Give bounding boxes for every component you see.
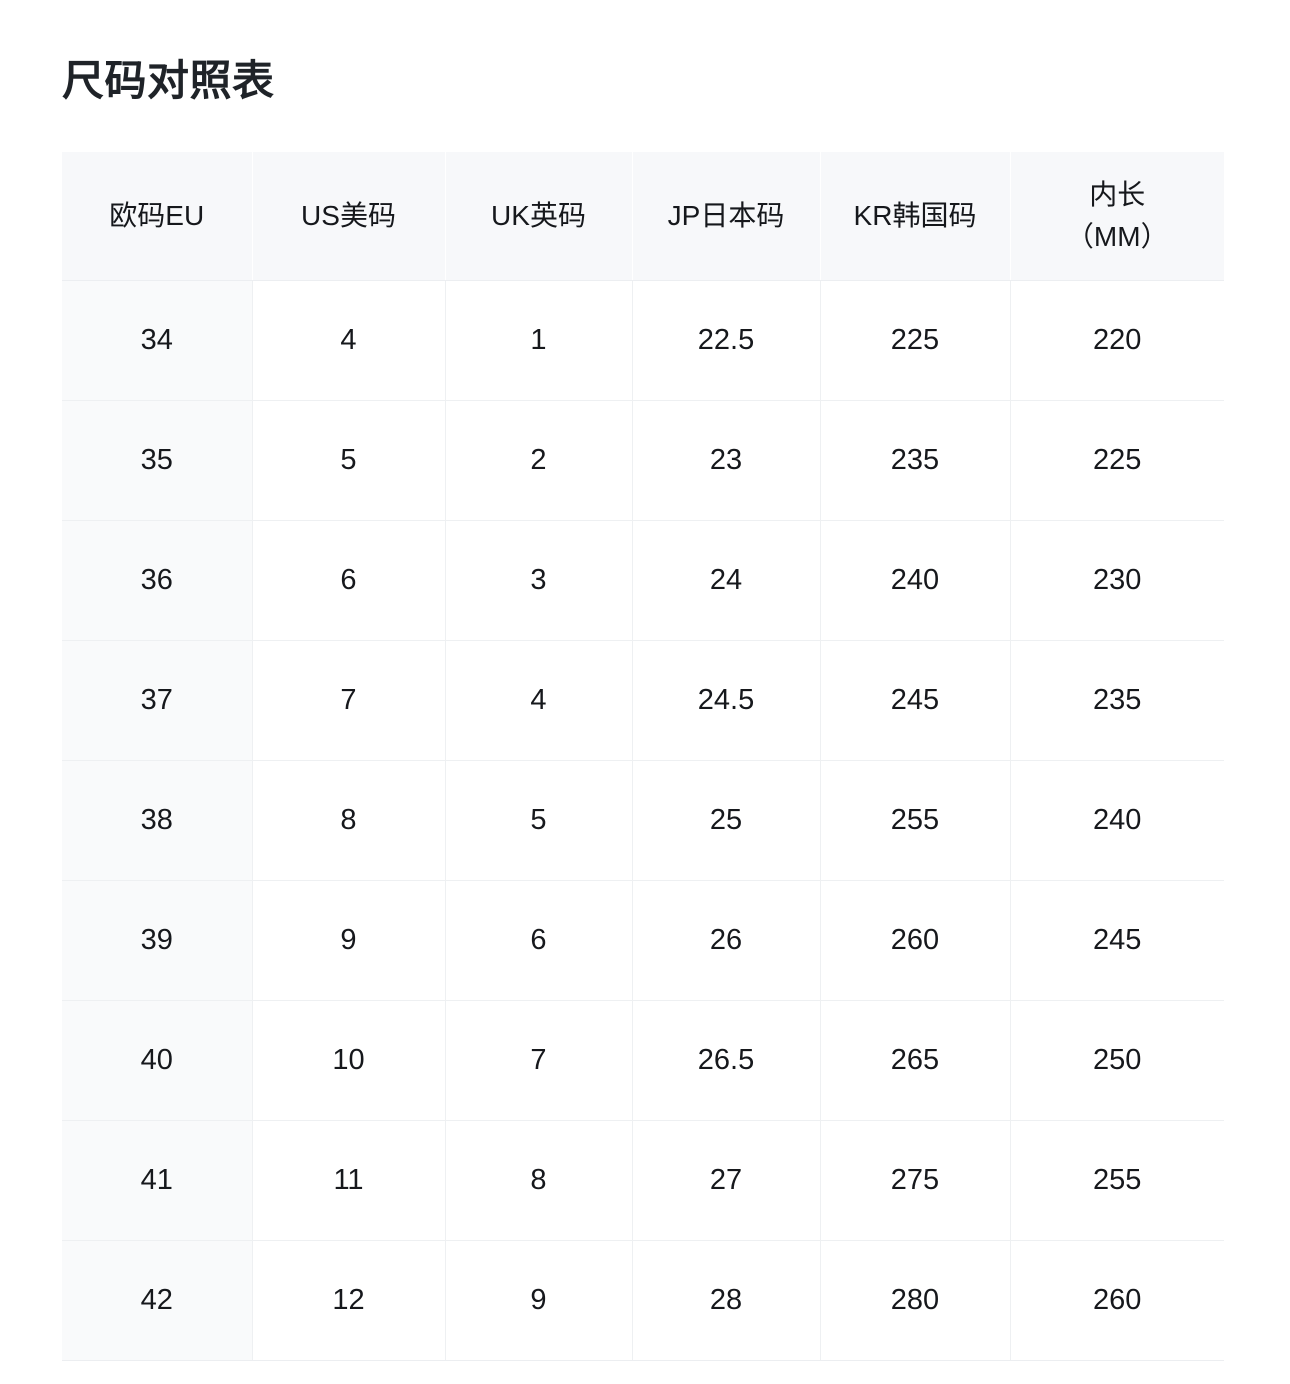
column-header-jp: JP日本码 [632,152,821,281]
cell-kr: 235 [820,400,1011,521]
cell-us: 11 [252,1120,446,1241]
cell-eu: 41 [62,1120,253,1241]
cell-kr: 280 [820,1240,1011,1361]
table-body: 34 4 1 22.5 225 220 35 5 2 23 235 225 36 [62,280,1224,1361]
cell-uk: 7 [445,1000,633,1121]
cell-kr: 265 [820,1000,1011,1121]
cell-us: 6 [252,520,446,641]
cell-eu: 35 [62,400,253,521]
cell-eu: 40 [62,1000,253,1121]
cell-uk: 9 [445,1240,633,1361]
column-header-eu-label: 欧码EU [109,199,205,231]
cell-eu: 39 [62,880,253,1001]
table-row: 36 6 3 24 240 230 [62,520,1224,641]
column-header-kr-label: KR韩国码 [853,199,977,231]
cell-insole: 225 [1010,400,1224,521]
table-row: 40 10 7 26.5 265 250 [62,1000,1224,1121]
cell-jp: 26 [632,880,821,1001]
cell-us: 12 [252,1240,446,1361]
table-row: 37 7 4 24.5 245 235 [62,640,1224,761]
cell-insole: 260 [1010,1240,1224,1361]
column-header-insole-line1: 内长 [1089,178,1146,210]
table-row: 38 8 5 25 255 240 [62,760,1224,881]
cell-uk: 5 [445,760,633,881]
page-title: 尺码对照表 [62,57,275,104]
cell-uk: 2 [445,400,633,521]
column-header-insole-stack: 内长 （MM） [1015,174,1221,258]
table-row: 41 11 8 27 275 255 [62,1120,1224,1241]
cell-us: 9 [252,880,446,1001]
cell-jp: 25 [632,760,821,881]
cell-jp: 24.5 [632,640,821,761]
table-row: 42 12 9 28 280 260 [62,1240,1224,1361]
cell-us: 7 [252,640,446,761]
cell-eu: 36 [62,520,253,641]
column-header-uk: UK英码 [445,152,633,281]
cell-us: 10 [252,1000,446,1121]
table-row: 34 4 1 22.5 225 220 [62,280,1224,401]
table-header: 欧码EU US美码 UK英码 JP日本码 KR韩国码 [62,152,1224,281]
cell-uk: 6 [445,880,633,1001]
table-row: 39 9 6 26 260 245 [62,880,1224,1001]
table-header-row: 欧码EU US美码 UK英码 JP日本码 KR韩国码 [62,152,1224,281]
cell-kr: 255 [820,760,1011,881]
cell-insole: 220 [1010,280,1224,401]
cell-kr: 275 [820,1120,1011,1241]
cell-uk: 1 [445,280,633,401]
cell-jp: 28 [632,1240,821,1361]
cell-insole: 255 [1010,1120,1224,1241]
cell-uk: 4 [445,640,633,761]
cell-jp: 27 [632,1120,821,1241]
cell-uk: 3 [445,520,633,641]
cell-kr: 260 [820,880,1011,1001]
cell-insole: 240 [1010,760,1224,881]
cell-us: 5 [252,400,446,521]
cell-us: 4 [252,280,446,401]
cell-jp: 23 [632,400,821,521]
cell-jp: 26.5 [632,1000,821,1121]
cell-insole: 245 [1010,880,1224,1001]
column-header-insole-line2: （MM） [1065,220,1169,252]
size-chart-table-container: 欧码EU US美码 UK英码 JP日本码 KR韩国码 [62,152,1224,1361]
cell-us: 8 [252,760,446,881]
column-header-insole: 内长 （MM） [1010,152,1224,281]
cell-insole: 250 [1010,1000,1224,1121]
column-header-uk-label: UK英码 [491,199,586,231]
cell-eu: 38 [62,760,253,881]
column-header-us-label: US美码 [301,199,396,231]
cell-eu: 37 [62,640,253,761]
column-header-us: US美码 [252,152,446,281]
column-header-kr: KR韩国码 [820,152,1011,281]
column-header-jp-label: JP日本码 [667,199,785,231]
cell-jp: 22.5 [632,280,821,401]
cell-kr: 245 [820,640,1011,761]
cell-jp: 24 [632,520,821,641]
column-header-eu: 欧码EU [62,152,253,281]
cell-kr: 225 [820,280,1011,401]
cell-kr: 240 [820,520,1011,641]
cell-eu: 34 [62,280,253,401]
cell-insole: 230 [1010,520,1224,641]
cell-uk: 8 [445,1120,633,1241]
cell-insole: 235 [1010,640,1224,761]
cell-eu: 42 [62,1240,253,1361]
size-comparison-table: 欧码EU US美码 UK英码 JP日本码 KR韩国码 [62,152,1224,1361]
table-row: 35 5 2 23 235 225 [62,400,1224,521]
